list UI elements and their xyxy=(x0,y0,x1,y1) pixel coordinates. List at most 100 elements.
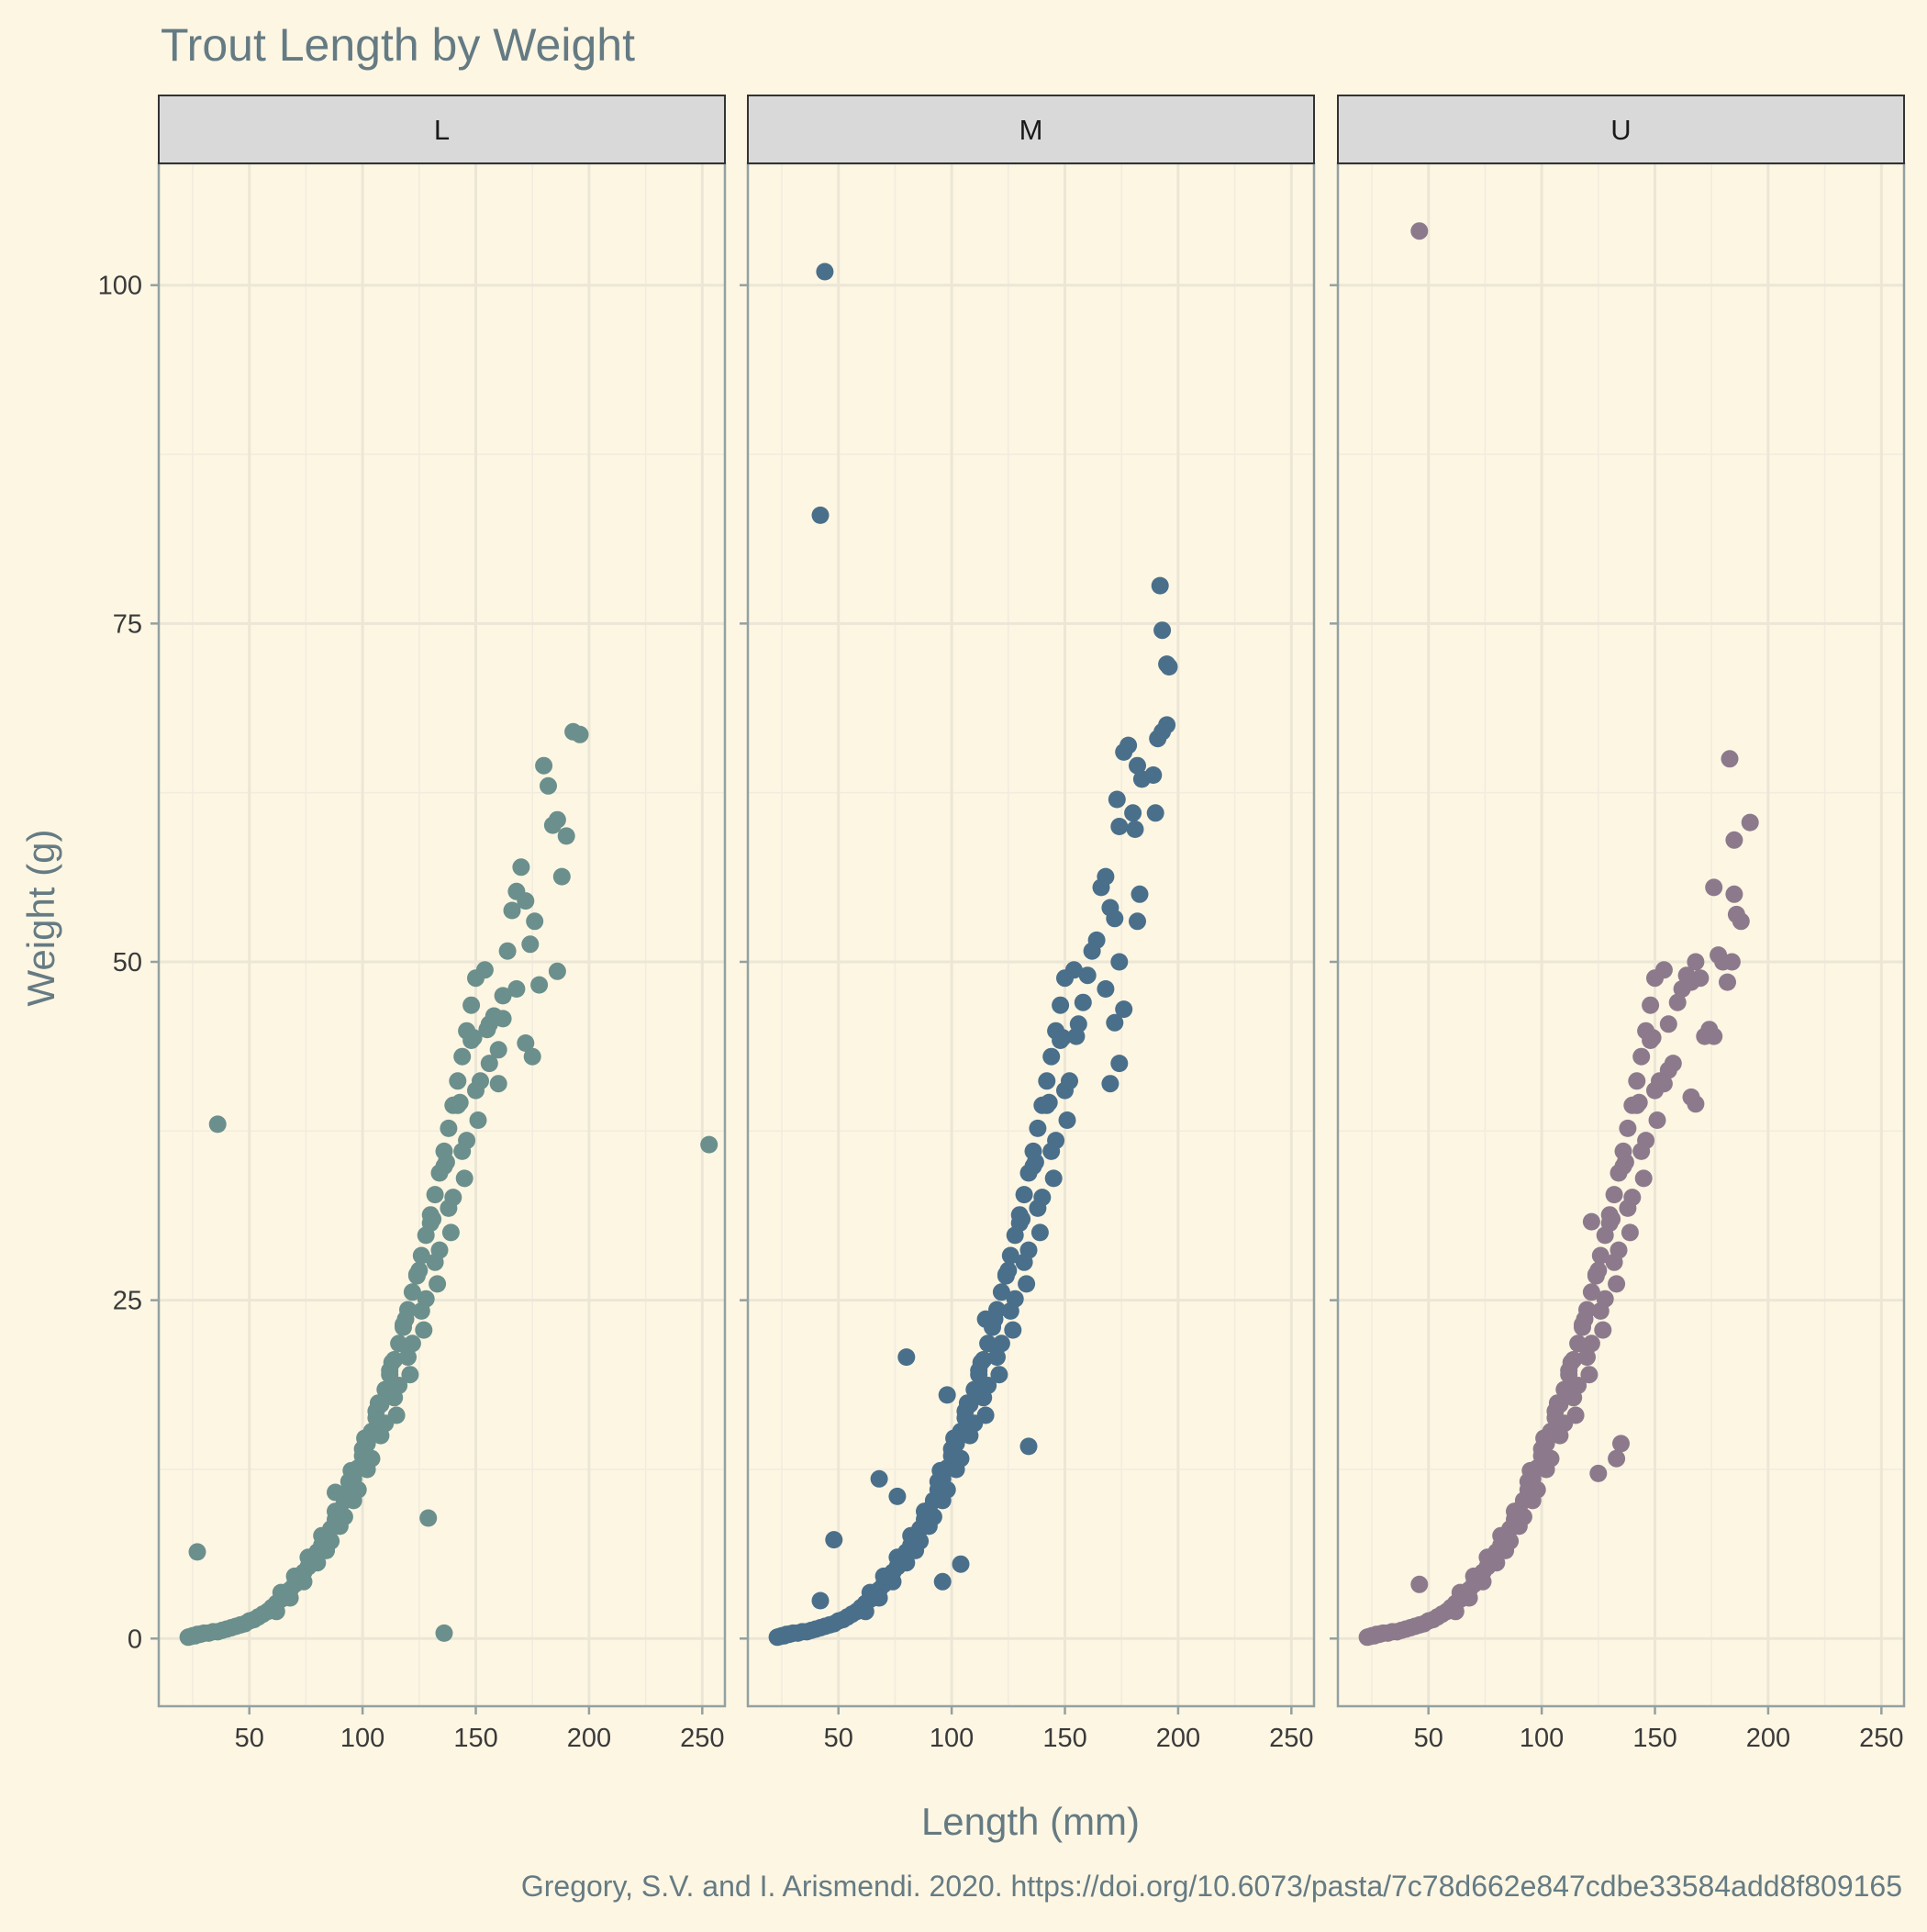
data-point xyxy=(1594,1321,1612,1339)
data-point xyxy=(976,1310,995,1328)
data-point xyxy=(419,1509,438,1527)
x-tick-label: 100 xyxy=(930,1724,974,1753)
data-point xyxy=(816,262,834,281)
data-point xyxy=(1591,1301,1610,1320)
data-point xyxy=(811,1591,830,1610)
data-point xyxy=(1029,1199,1047,1217)
data-point xyxy=(1004,1321,1022,1339)
data-point xyxy=(489,1041,507,1059)
data-point xyxy=(916,1502,933,1521)
panel-border xyxy=(157,162,727,1708)
data-point xyxy=(1129,912,1146,931)
data-point xyxy=(1013,1210,1031,1228)
data-point xyxy=(1119,736,1138,754)
data-point xyxy=(1721,750,1739,768)
data-point xyxy=(1621,1223,1639,1242)
data-point xyxy=(1654,1075,1673,1093)
data-point xyxy=(907,1541,925,1559)
data-point xyxy=(557,827,575,845)
data-point xyxy=(330,1517,349,1536)
data-point xyxy=(700,1135,718,1154)
data-point xyxy=(415,1321,433,1339)
y-axis-title: Weight (g) xyxy=(19,830,62,1007)
data-point xyxy=(1097,980,1115,998)
data-point xyxy=(1106,1013,1124,1032)
data-point xyxy=(440,1119,458,1137)
data-point xyxy=(451,1093,469,1111)
data-point xyxy=(958,1394,976,1413)
data-point xyxy=(1725,831,1743,849)
data-point xyxy=(1410,1575,1429,1593)
data-point xyxy=(1741,813,1759,832)
x-tick-label: 150 xyxy=(1632,1724,1676,1753)
data-point xyxy=(267,1603,285,1621)
data-point xyxy=(990,1366,1008,1384)
facet-strip xyxy=(747,95,1315,164)
data-point xyxy=(469,1111,487,1129)
data-point xyxy=(327,1483,344,1502)
data-point xyxy=(313,1526,331,1545)
x-tick-label: 250 xyxy=(1269,1724,1313,1753)
data-point xyxy=(947,1460,965,1479)
data-point xyxy=(299,1548,317,1567)
data-point xyxy=(1521,1461,1540,1480)
data-point xyxy=(462,996,481,1014)
data-point xyxy=(412,1301,430,1320)
data-point xyxy=(888,1487,907,1505)
data-point xyxy=(1648,1111,1666,1129)
data-point xyxy=(1691,969,1710,988)
data-point xyxy=(1551,1426,1569,1445)
facet-strip-label: U xyxy=(1610,114,1631,146)
data-point xyxy=(1097,867,1115,886)
data-point xyxy=(1497,1541,1515,1559)
data-point xyxy=(494,1010,512,1028)
data-point xyxy=(464,1029,483,1047)
facet-panels: L 50 100 150 200 250 0 25 50 75 100 M 50 100 150 200 250… xyxy=(98,95,1906,1753)
data-point xyxy=(992,1335,1010,1353)
data-point xyxy=(188,1543,206,1561)
data-point xyxy=(1052,996,1070,1014)
data-point xyxy=(1030,1223,1049,1242)
data-point xyxy=(1535,1429,1554,1447)
x-tick-label: 150 xyxy=(1042,1724,1086,1753)
data-point xyxy=(975,1389,993,1407)
x-tick-label: 250 xyxy=(1859,1724,1903,1753)
data-point xyxy=(1569,1335,1587,1353)
data-point xyxy=(1078,966,1097,985)
data-point xyxy=(548,810,566,829)
data-point xyxy=(1115,1000,1133,1019)
data-point xyxy=(1001,1246,1019,1265)
data-point xyxy=(1001,1301,1019,1320)
data-point xyxy=(571,725,589,743)
data-point xyxy=(412,1246,430,1265)
data-point xyxy=(952,1555,970,1573)
data-point xyxy=(356,1429,374,1447)
data-point xyxy=(369,1394,387,1413)
data-point xyxy=(517,892,535,910)
x-tick-label: 100 xyxy=(1520,1724,1564,1753)
data-point xyxy=(1029,1119,1047,1137)
data-point xyxy=(1619,1119,1637,1137)
data-point xyxy=(1509,1517,1528,1536)
data-point xyxy=(1619,1199,1637,1217)
data-point xyxy=(976,1406,995,1424)
data-point xyxy=(512,858,530,877)
data-point xyxy=(521,935,540,954)
data-point xyxy=(1058,1111,1076,1129)
data-point xyxy=(1634,1169,1653,1188)
data-point xyxy=(1668,993,1687,1011)
data-point xyxy=(1451,1583,1469,1602)
data-point xyxy=(1642,996,1660,1014)
data-point xyxy=(1110,818,1129,835)
data-point xyxy=(1106,910,1124,928)
data-point xyxy=(1608,1449,1626,1468)
x-tick-label: 50 xyxy=(1414,1724,1443,1753)
data-point xyxy=(1158,716,1176,734)
data-point xyxy=(1042,1047,1061,1066)
data-point xyxy=(1101,1075,1119,1093)
data-point xyxy=(1478,1548,1497,1567)
data-point xyxy=(1659,1015,1677,1033)
data-point xyxy=(1146,804,1164,822)
data-point xyxy=(1578,1348,1596,1367)
